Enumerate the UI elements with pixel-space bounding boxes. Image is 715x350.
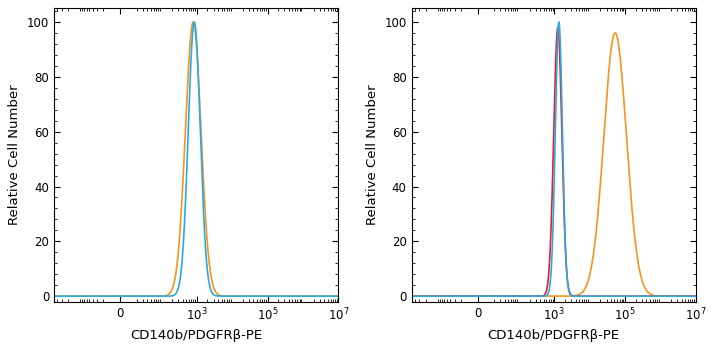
- X-axis label: CD140b/PDGFRβ-PE: CD140b/PDGFRβ-PE: [488, 329, 620, 342]
- X-axis label: CD140b/PDGFRβ-PE: CD140b/PDGFRβ-PE: [130, 329, 262, 342]
- Y-axis label: Relative Cell Number: Relative Cell Number: [9, 85, 21, 225]
- Y-axis label: Relative Cell Number: Relative Cell Number: [366, 85, 379, 225]
